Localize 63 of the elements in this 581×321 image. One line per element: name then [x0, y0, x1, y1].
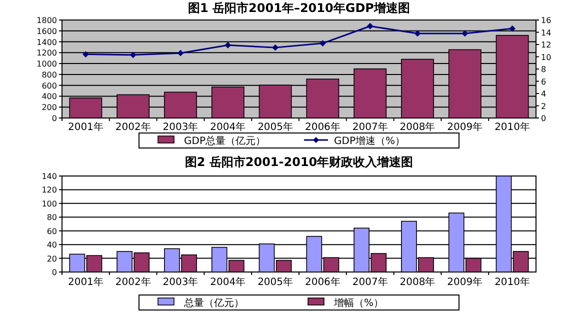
x-tick-label: 2009年: [447, 121, 483, 133]
x-tick-label: 2002年: [115, 276, 151, 288]
y-tick-label: 120: [42, 186, 57, 195]
y2-tick-label: 4: [541, 90, 546, 98]
point: [82, 51, 89, 58]
point: [272, 44, 278, 51]
x-tick-label: 2006年: [304, 121, 340, 133]
chart-title: 图2 岳阳市2001-2010年财政收入增速图: [184, 155, 414, 169]
point: [462, 30, 468, 37]
y2-tick-label: 2: [541, 102, 546, 111]
chart-title: 图1 岳阳市2001年–2010年GDP增速图: [188, 1, 410, 15]
x-tick-label: 2010年: [494, 276, 530, 288]
x-tick-label: 2010年: [494, 121, 530, 133]
y-tick-label: 40: [46, 240, 57, 250]
point: [320, 40, 326, 46]
x-tick-label: 2005年: [258, 276, 294, 288]
y-tick-label: 0: [52, 114, 57, 123]
y-tick-label: 1800: [36, 16, 57, 25]
x-tick-label: 2007年: [352, 121, 388, 133]
legend-label: GDP增速（%）: [334, 135, 405, 147]
y2-tick-label: 14: [541, 28, 552, 38]
y-tick-label: 100: [42, 199, 57, 208]
y-tick-label: 600: [42, 81, 57, 90]
y2-tick-label: 16: [541, 16, 552, 25]
y-tick-label: 60: [46, 226, 57, 236]
y2-tick-label: 10: [541, 52, 552, 62]
y-tick-label: 200: [42, 103, 57, 112]
y-tick-label: 1400: [36, 38, 57, 47]
y-tick-label: 1200: [36, 48, 57, 58]
legend-label: 总量（亿元）: [183, 297, 244, 309]
y-tick-label: 0: [52, 268, 57, 277]
y-tick-label: 400: [42, 92, 57, 102]
x-tick-label: 2001年: [68, 121, 104, 133]
x-tick-label: 2008年: [400, 276, 436, 288]
x-tick-label: 2009年: [447, 276, 483, 288]
point: [177, 50, 184, 56]
legend-label: GDP总量（亿元）: [184, 135, 266, 147]
y-tick-label: 1000: [36, 60, 57, 69]
x-tick-label: 2004年: [210, 121, 246, 133]
y-tick-label: 1600: [36, 26, 57, 36]
x-tick-label: 2003年: [162, 276, 198, 288]
x-tick-label: 2008年: [400, 121, 436, 133]
point: [366, 22, 374, 30]
y2-tick-label: 8: [541, 65, 546, 74]
y2-tick-label: 0: [541, 114, 546, 123]
x-tick-label: 2007年: [352, 276, 388, 288]
x-tick-label: 2006年: [304, 276, 340, 288]
y-tick-label: 20: [46, 254, 57, 264]
point: [509, 25, 516, 32]
y-tick-label: 800: [42, 70, 57, 80]
y2-tick-label: 6: [541, 77, 546, 86]
legend-label: 增幅（%）: [333, 297, 384, 309]
y2-tick-label: 12: [541, 40, 552, 50]
x-tick-label: 2001年: [68, 276, 104, 288]
y-tick-label: 80: [46, 213, 57, 222]
x-tick-label: 2005年: [258, 121, 294, 133]
point: [130, 52, 136, 58]
x-tick-label: 2002年: [115, 121, 151, 133]
point: [414, 30, 421, 37]
point: [224, 42, 232, 48]
x-tick-label: 2004年: [210, 276, 246, 288]
x-tick-label: 2003年: [162, 121, 198, 133]
y-tick-label: 140: [42, 172, 57, 181]
